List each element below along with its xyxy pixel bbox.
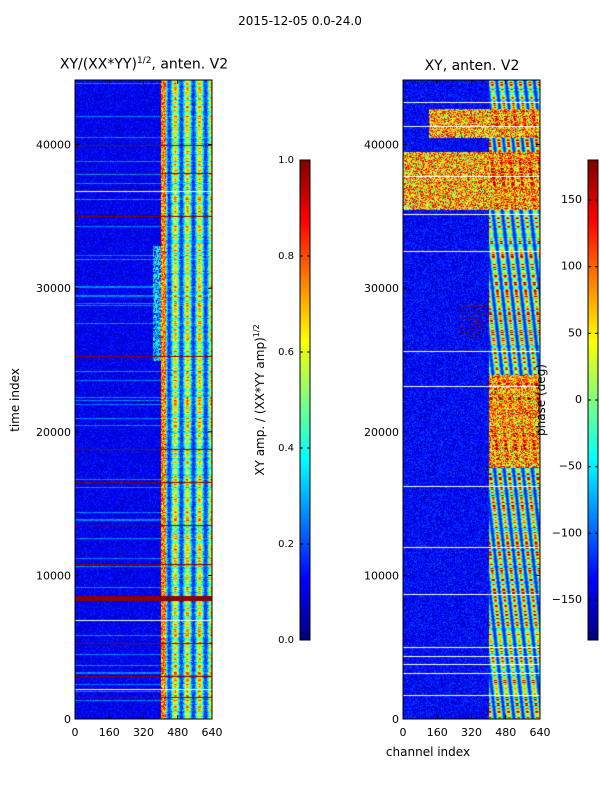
panel1-title: XY/(XX*YY)1/2, anten. V2 xyxy=(59,56,229,73)
panel2-xtick-label: 640 xyxy=(530,726,551,739)
panel2-xtick-label: 0 xyxy=(400,726,407,739)
colorbar1-tick-label: 0.8 xyxy=(278,251,294,262)
panel1-ytick-label: 30000 xyxy=(36,282,71,295)
colorbar2-tick-label: −150 xyxy=(552,593,582,606)
panel2-ytick-label: 20000 xyxy=(364,426,399,439)
colorbar2-tick-label: 50 xyxy=(568,326,582,339)
panel1-ytick-label: 10000 xyxy=(36,569,71,582)
panel1-ytick-label: 20000 xyxy=(36,426,71,439)
panel2-xlabel: channel index xyxy=(385,745,471,759)
panel1-xtick-label: 640 xyxy=(202,726,223,739)
panel2-heatmap xyxy=(403,80,540,719)
colorbar1-tick-label: 0.6 xyxy=(278,347,294,358)
panel1-ytick-label: 40000 xyxy=(36,139,71,152)
panel1-xtick-label: 0 xyxy=(72,726,79,739)
panel1-frame xyxy=(74,79,213,720)
panel2-colorbar xyxy=(588,160,598,640)
panel1-xtick-label: 320 xyxy=(133,726,154,739)
panel1-ytick-label: 0 xyxy=(64,713,71,726)
colorbar2-tick-label: −100 xyxy=(552,526,582,539)
panel2-ytick-label: 0 xyxy=(392,713,399,726)
panel2-frame xyxy=(402,79,541,720)
panel2-xtick-label: 160 xyxy=(427,726,448,739)
colorbar1-tick-label: 1.0 xyxy=(278,155,294,166)
colorbar2-tick-label: −50 xyxy=(559,460,582,473)
panel2-xtick-label: 320 xyxy=(461,726,482,739)
colorbar1-tick-label: 0.2 xyxy=(278,539,294,550)
panel2-xtick-label: 480 xyxy=(495,726,516,739)
panel2-ytick-label: 30000 xyxy=(364,282,399,295)
panel2-ytick-label: 10000 xyxy=(364,569,399,582)
colorbar1-frame xyxy=(299,159,311,641)
panel2-ytick-label: 40000 xyxy=(364,139,399,152)
colorbar2-tick-label: 100 xyxy=(561,260,582,273)
figure-suptitle: 2015-12-05 0.0-24.0 xyxy=(238,14,362,28)
colorbar2-tick-label: 0 xyxy=(575,393,582,406)
panel1-colorbar xyxy=(300,160,310,640)
panel1-xtick-label: 480 xyxy=(167,726,188,739)
panel1-xtick-label: 160 xyxy=(99,726,120,739)
panel1-heatmap xyxy=(75,80,212,719)
colorbar1-tick-label: 0.0 xyxy=(278,635,294,646)
colorbar1-tick-label: 0.4 xyxy=(278,443,294,454)
panel2-title: XY, anten. V2 xyxy=(424,58,520,74)
colorbar2-tick-label: 150 xyxy=(561,193,582,206)
